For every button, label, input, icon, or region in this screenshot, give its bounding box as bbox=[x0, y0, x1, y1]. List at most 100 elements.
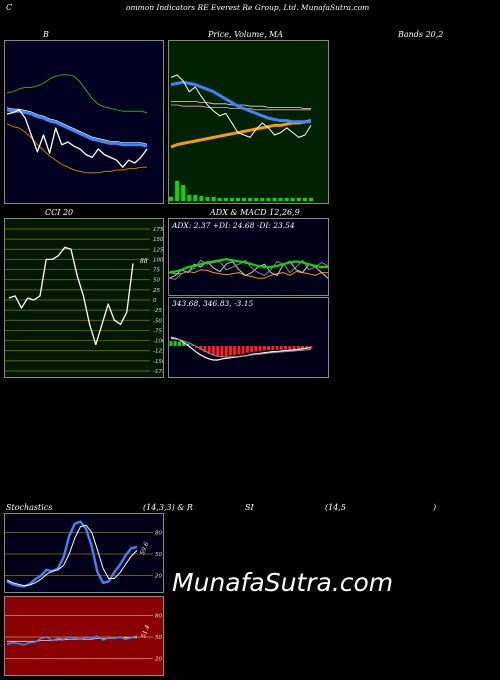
tick-label: -25 bbox=[153, 308, 162, 314]
macd-histogram-bar bbox=[220, 346, 224, 357]
adx-chart bbox=[169, 219, 328, 295]
volume-bar bbox=[284, 198, 289, 201]
page-title: ommon Indicators RE Everest Re Group, Lt… bbox=[126, 3, 370, 12]
macd-histogram-bar bbox=[216, 346, 220, 357]
volume-bar bbox=[187, 195, 192, 201]
macd-histogram-bar bbox=[199, 346, 203, 350]
volume-bar bbox=[211, 197, 216, 201]
volume-bar bbox=[175, 181, 180, 201]
bands-label: Bands 20,2 bbox=[398, 30, 444, 39]
tick-label: 50 bbox=[155, 635, 162, 641]
macd-histogram-bar bbox=[271, 346, 275, 350]
bollinger-panel bbox=[4, 40, 164, 204]
tick-label: -50 bbox=[153, 318, 162, 324]
macd-histogram-bar bbox=[241, 346, 245, 354]
tick-label: -150 bbox=[153, 359, 164, 365]
macd-histogram-bar bbox=[182, 342, 186, 346]
tick-label: 75 bbox=[153, 268, 160, 274]
macd-histogram-bar bbox=[275, 346, 279, 350]
volume-bar bbox=[302, 198, 307, 201]
volume-bar bbox=[309, 198, 313, 201]
macd-panel bbox=[168, 297, 329, 378]
series-price bbox=[6, 109, 148, 168]
stoch-label-b: (14,3,3) & R bbox=[143, 503, 193, 512]
volume-bar bbox=[266, 198, 271, 201]
macd-histogram-bar bbox=[250, 346, 254, 353]
volume-bar bbox=[205, 197, 210, 201]
series-middle-band bbox=[6, 108, 148, 148]
macd-histogram-bar bbox=[301, 346, 304, 349]
rsi-chart: 80 50 20 bbox=[5, 597, 163, 675]
macd-histogram-bar bbox=[237, 346, 241, 355]
series-stoch-k bbox=[6, 520, 138, 588]
series-signal bbox=[170, 338, 312, 358]
stoch-panel: 80 50 20 bbox=[4, 513, 164, 593]
series-ma-mid bbox=[171, 101, 311, 109]
header-c: C bbox=[6, 3, 13, 12]
volume-bar bbox=[236, 198, 240, 201]
volume-bar bbox=[278, 198, 283, 201]
stoch-label-d: (14,5 bbox=[325, 503, 346, 512]
price-volume-label: Price, Volume, MA bbox=[208, 30, 284, 39]
macd-histogram-bar bbox=[305, 346, 309, 349]
tick-label: 80 bbox=[155, 613, 162, 619]
tick-label: -100 bbox=[153, 339, 164, 345]
macd-histogram-bar bbox=[284, 346, 287, 350]
tick-label: 80 bbox=[155, 530, 162, 536]
volume-bar bbox=[290, 198, 295, 201]
bollinger-chart bbox=[5, 41, 163, 203]
macd-histogram-bar bbox=[279, 346, 283, 350]
volume-bar bbox=[181, 185, 186, 201]
series-middle-highlight bbox=[6, 107, 148, 145]
stoch-chart: 80 50 20 bbox=[5, 514, 163, 592]
macd-histogram-bar bbox=[169, 341, 173, 346]
macd-values: 343.68, 346.83, -3.15 bbox=[172, 299, 254, 308]
watermark-text: MunafaSutra.com bbox=[172, 568, 394, 597]
price-chart bbox=[169, 41, 328, 203]
tick-label: 50 bbox=[155, 552, 162, 558]
volume-bar bbox=[254, 198, 259, 201]
macd-histogram-bar bbox=[190, 345, 194, 346]
macd-histogram-bar bbox=[292, 346, 296, 350]
volume-bar bbox=[223, 198, 228, 201]
tick-label: 0 bbox=[153, 298, 157, 304]
volume-bar bbox=[199, 196, 204, 201]
macd-histogram-bar bbox=[262, 346, 266, 351]
cci-label: CCI 20 bbox=[45, 208, 74, 217]
bands-label-b: B bbox=[43, 30, 49, 39]
tick-label: -125 bbox=[153, 349, 164, 355]
tick-label: -175 bbox=[153, 369, 164, 375]
adx-macd-label: ADX & MACD 12,26,9 bbox=[210, 208, 300, 217]
macd-histogram-bar bbox=[224, 346, 228, 357]
macd-histogram-bar bbox=[173, 341, 177, 346]
series-adx-trend bbox=[169, 258, 328, 274]
tick-label: 20 bbox=[155, 657, 162, 663]
tick-label: 175 bbox=[153, 227, 164, 233]
volume-bar bbox=[296, 198, 301, 201]
volume-bar bbox=[193, 195, 198, 201]
series-rsi bbox=[6, 635, 138, 646]
volume-bar bbox=[272, 198, 277, 201]
price-panel bbox=[168, 40, 329, 204]
macd-histogram-bar bbox=[207, 346, 211, 354]
volume-bar bbox=[242, 198, 246, 201]
volume-bar bbox=[217, 198, 222, 201]
panel-background bbox=[5, 41, 163, 203]
stoch-label-e: ) bbox=[433, 503, 437, 512]
macd-chart bbox=[169, 298, 328, 377]
tick-label: 25 bbox=[153, 288, 160, 294]
volume-bar bbox=[248, 198, 253, 201]
series-ma-trend bbox=[170, 119, 312, 149]
series-upper-band bbox=[6, 74, 148, 114]
volume-bar bbox=[229, 198, 234, 201]
macd-histogram-bar bbox=[309, 346, 313, 349]
macd-histogram-bar bbox=[296, 346, 300, 349]
macd-histogram-bar bbox=[233, 346, 237, 355]
tick-label: 20 bbox=[155, 574, 162, 580]
macd-histogram-bar bbox=[245, 346, 249, 353]
tick-label: -75 bbox=[153, 328, 162, 334]
stoch-label-c: SI bbox=[245, 503, 254, 512]
macd-histogram-bar bbox=[178, 341, 181, 346]
macd-histogram-bar bbox=[228, 346, 232, 356]
macd-histogram-bar bbox=[288, 346, 292, 350]
